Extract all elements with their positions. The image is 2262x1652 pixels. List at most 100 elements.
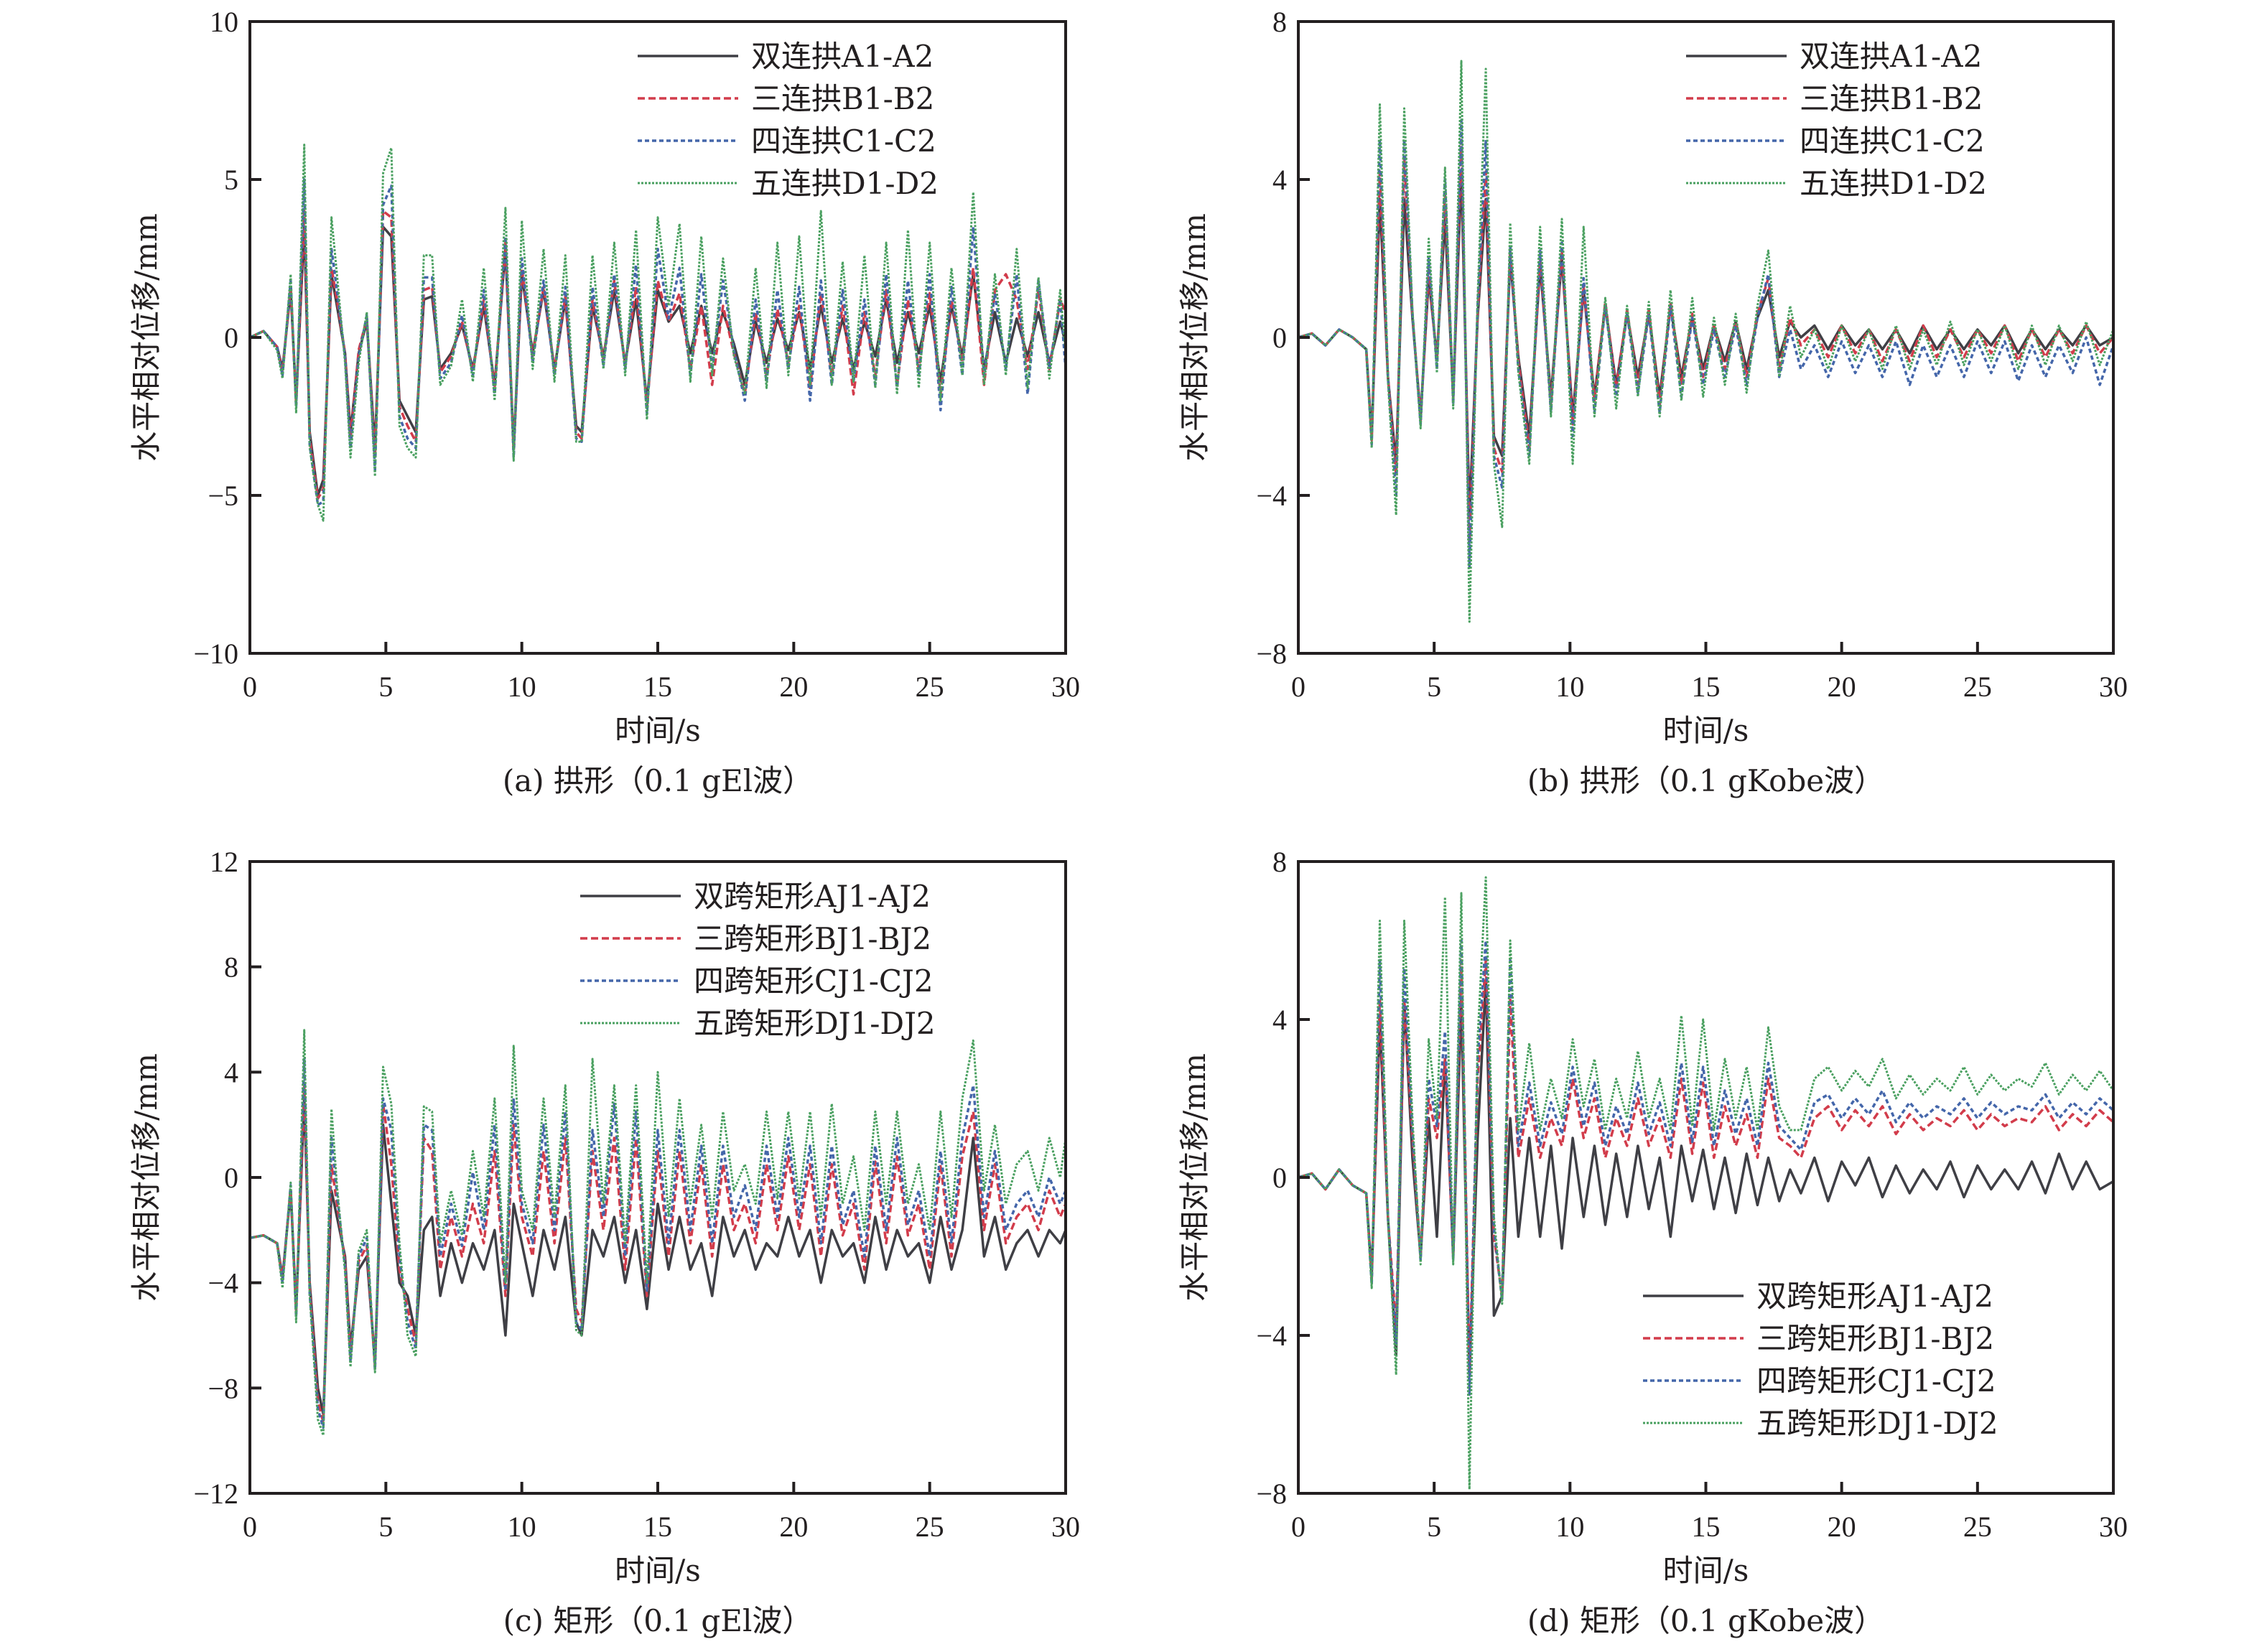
y-axis-label: 水平相对位移/mm: [129, 1053, 164, 1302]
plot-frame: [1297, 20, 2115, 655]
legend-item: 三跨矩形BJ1-BJ2: [1643, 1321, 1994, 1356]
y-axis-label: 水平相对位移/mm: [1177, 1053, 1212, 1302]
x-tick-label: 25: [916, 1511, 944, 1543]
legend-item: 双连拱A1-A2: [638, 39, 934, 74]
legend-label: 双连拱A1-A2: [1800, 39, 1982, 74]
x-tick-label: 10: [1555, 671, 1584, 703]
x-tick-label: 15: [1692, 671, 1721, 703]
chart-panel-c: 0 5 10 15 20 25 30 −12 −8 −4 0 4 8 12 时间/s 水平相对位移/mm (c)…: [129, 846, 1080, 1638]
chart-panel-d: 0 5 10 15 20 25 30 −8 −4 0 4 8 时间/s 水平相对位移/mm (d) 矩形（0…: [1177, 846, 2128, 1638]
x-tick-label: 20: [779, 671, 808, 703]
y-tick-label: −4: [1256, 480, 1287, 512]
y-axis-label: 水平相对位移/mm: [129, 213, 164, 462]
y-axis-label: 水平相对位移/mm: [1177, 213, 1212, 462]
series-group: [1298, 60, 2113, 623]
legend-label: 双跨矩形AJ1-AJ2: [1756, 1279, 1993, 1314]
legend: 双连拱A1-A2 三连拱B1-B2 四连拱C1-C2 五连拱D1-D2: [1686, 39, 1987, 201]
y-tick-label: 12: [210, 846, 238, 878]
legend-item: 双跨矩形AJ1-AJ2: [1643, 1279, 1993, 1314]
y-tick-label: 8: [224, 951, 238, 984]
y-tick-label: 4: [224, 1056, 238, 1088]
y-tick-label: −8: [1256, 638, 1287, 670]
series-line-2: [1298, 139, 2113, 544]
x-tick-label: 30: [2099, 671, 2128, 703]
y-tick-label: 8: [1272, 6, 1287, 38]
x-tick-label: 20: [1828, 671, 1856, 703]
y-tick-label: 0: [224, 1162, 238, 1194]
y-tick-label: −8: [1256, 1478, 1287, 1510]
x-tick-label: 30: [1051, 1511, 1080, 1543]
y-tick-label: 10: [210, 6, 238, 38]
legend: 双连拱A1-A2 三连拱B1-B2 四连拱C1-C2 五连拱D1-D2: [638, 39, 939, 201]
legend-item: 双跨矩形AJ1-AJ2: [580, 879, 931, 914]
x-tick-label: 5: [1427, 671, 1441, 703]
legend: 双跨矩形AJ1-AJ2 三跨矩形BJ1-BJ2 四跨矩形CJ1-CJ2 五跨矩形DJ1…: [1643, 1279, 1998, 1441]
series-line-2: [250, 1083, 1066, 1424]
y-tick-label: 5: [224, 164, 238, 196]
y-tick-label: −12: [193, 1478, 238, 1510]
x-tick-label: 15: [1692, 1511, 1721, 1543]
x-tick-label: 5: [378, 671, 393, 703]
x-axis-label: 时间/s: [615, 1553, 701, 1588]
y-tick-label: 8: [1272, 846, 1287, 878]
x-tick-label: 30: [2099, 1511, 2128, 1543]
legend-label: 五跨矩形DJ1-DJ2: [1756, 1406, 1998, 1441]
legend-item: 三跨矩形BJ1-BJ2: [580, 921, 931, 956]
y-tick-label: −5: [208, 480, 238, 512]
x-tick-label: 25: [916, 671, 944, 703]
legend-label: 五连拱D1-D2: [1800, 166, 1987, 201]
y-tick-label: −8: [208, 1372, 238, 1404]
legend-item: 四连拱C1-C2: [1686, 123, 1985, 159]
series-group: [250, 144, 1066, 522]
series-line-3: [1298, 939, 2113, 1396]
legend-label: 三连拱B1-B2: [1800, 81, 1983, 116]
y-tick-label: −4: [1256, 1320, 1287, 1352]
x-tick-label: 0: [1291, 1511, 1305, 1543]
x-tick-label: 15: [643, 1511, 672, 1543]
x-tick-label: 0: [243, 671, 257, 703]
series-line-4: [1298, 876, 2113, 1490]
legend-item: 五跨矩形DJ1-DJ2: [580, 1006, 936, 1041]
legend-label: 三连拱B1-B2: [751, 81, 934, 116]
x-tick-label: 5: [1427, 1511, 1441, 1543]
series-line-3: [250, 1058, 1066, 1429]
chart-panel-a: 0 5 10 15 20 25 30 −10 −5 0 5 10 时间/s 水平相对位移/mm (a) 拱形…: [129, 6, 1080, 798]
series-line-1: [1298, 170, 2113, 517]
plot-frame: [1297, 860, 2115, 1495]
y-tick-label: 0: [1272, 1162, 1287, 1194]
legend-label: 四跨矩形CJ1-CJ2: [694, 963, 934, 999]
x-tick-label: 25: [1963, 1511, 1992, 1543]
y-tick-label: 4: [1272, 164, 1287, 196]
x-tick-label: 25: [1963, 671, 1992, 703]
x-tick-label: 0: [243, 1511, 257, 1543]
series-group: [1298, 876, 2113, 1490]
x-tick-label: 30: [1051, 671, 1080, 703]
x-tick-label: 15: [643, 671, 672, 703]
legend-item: 五跨矩形DJ1-DJ2: [1643, 1406, 1998, 1441]
x-axis-label: 时间/s: [1663, 713, 1749, 748]
legend-item: 四跨矩形CJ1-CJ2: [580, 963, 934, 999]
panel-caption: (b) 拱形（0.1 gKobe波）: [1527, 763, 1884, 798]
legend-item: 五连拱D1-D2: [1686, 166, 1987, 201]
panel-caption: (c) 矩形（0.1 gEl波）: [503, 1603, 813, 1638]
chart-panel-b: 0 5 10 15 20 25 30 −8 −4 0 4 8 时间/s 水平相对位移/mm (b) 拱形（0…: [1177, 6, 2128, 798]
legend-label: 五跨矩形DJ1-DJ2: [694, 1006, 936, 1041]
legend-item: 四跨矩形CJ1-CJ2: [1643, 1363, 1996, 1399]
legend-item: 五连拱D1-D2: [638, 166, 939, 201]
legend-label: 三跨矩形BJ1-BJ2: [694, 921, 931, 956]
legend: 双跨矩形AJ1-AJ2 三跨矩形BJ1-BJ2 四跨矩形CJ1-CJ2 五跨矩形DJ1…: [580, 879, 936, 1041]
legend-label: 四连拱C1-C2: [751, 123, 936, 159]
x-tick-label: 5: [378, 1511, 393, 1543]
legend-label: 四跨矩形CJ1-CJ2: [1756, 1363, 1996, 1399]
x-tick-label: 0: [1291, 671, 1305, 703]
legend-item: 双连拱A1-A2: [1686, 39, 1982, 74]
legend-item: 四连拱C1-C2: [638, 123, 936, 159]
x-axis-label: 时间/s: [1663, 1553, 1749, 1588]
series-line-4: [1298, 60, 2113, 623]
panel-caption: (d) 矩形（0.1 gKobe波）: [1527, 1603, 1884, 1638]
y-tick-label: 0: [224, 322, 238, 354]
x-tick-label: 10: [1555, 1511, 1584, 1543]
legend-label: 五连拱D1-D2: [751, 166, 939, 201]
series-line-2: [1298, 958, 2113, 1376]
